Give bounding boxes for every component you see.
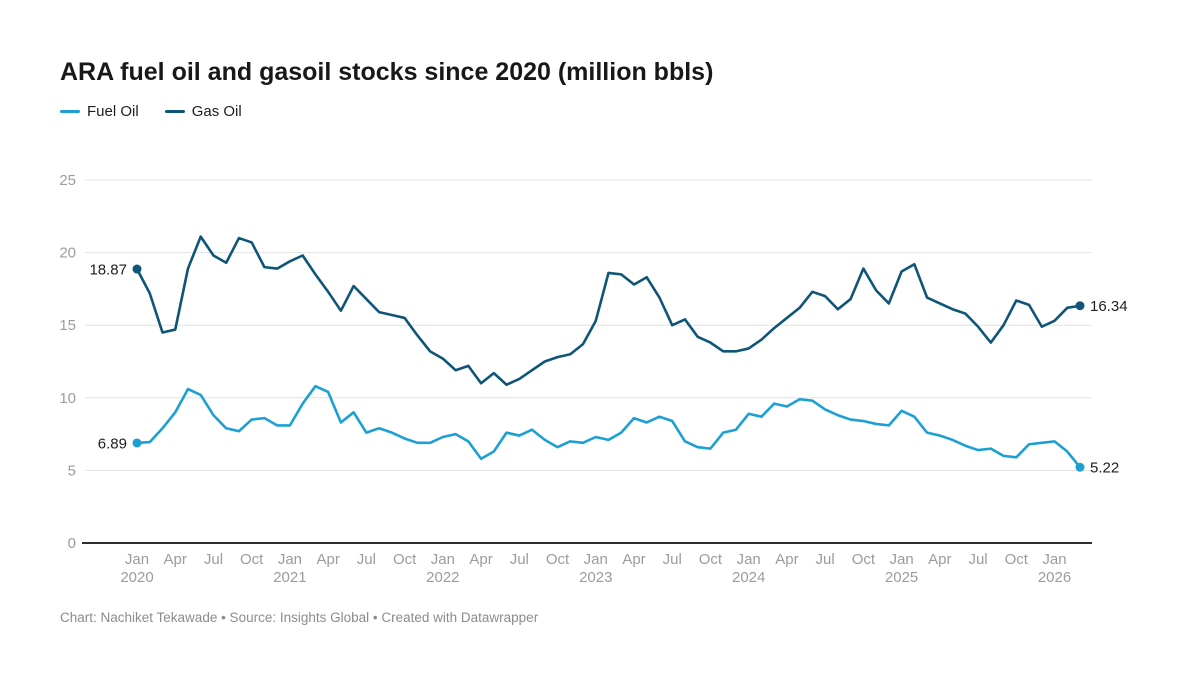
x-tick-month-label: Jul <box>663 551 682 568</box>
x-tick-month-label: Jan <box>1042 551 1066 568</box>
y-tick-label: 5 <box>68 462 76 479</box>
fuel-oil-start-value-label: 6.89 <box>98 435 127 452</box>
x-tick-month-label: Jul <box>204 551 223 568</box>
x-tick-month-label: Oct <box>393 551 417 568</box>
x-tick-month-label: Apr <box>928 551 951 568</box>
x-tick-month-label: Apr <box>622 551 645 568</box>
y-tick-label: 0 <box>68 535 76 552</box>
fuel-oil-swatch-icon <box>60 110 80 113</box>
x-tick-month-label: Jan <box>889 551 913 568</box>
x-tick-month-label: Apr <box>316 551 339 568</box>
x-tick-year-label: 2025 <box>885 569 918 586</box>
x-tick-year-label: 2024 <box>732 569 765 586</box>
gas-oil-end-value-label: 16.34 <box>1090 298 1128 315</box>
x-tick-month-label: Jul <box>968 551 987 568</box>
x-tick-month-label: Oct <box>240 551 264 568</box>
x-tick-year-label: 2021 <box>273 569 306 586</box>
y-tick-label: 25 <box>59 172 76 189</box>
legend-item-gas-oil: Gas Oil <box>164 103 242 120</box>
legend-label-fuel-oil: Fuel Oil <box>87 103 139 120</box>
y-tick-label: 20 <box>59 245 76 262</box>
gas-oil-line <box>135 235 1082 387</box>
x-tick-year-label: 2022 <box>426 569 459 586</box>
x-tick-month-label: Jul <box>816 551 835 568</box>
y-tick-label: 15 <box>59 317 76 334</box>
x-tick-month-label: Apr <box>775 551 798 568</box>
fuel-oil-end-dot <box>1075 462 1085 472</box>
x-tick-year-label: 2020 <box>120 569 153 586</box>
x-tick-year-label: 2026 <box>1038 569 1071 586</box>
x-tick-month-label: Jan <box>584 551 608 568</box>
fuel-oil-line <box>135 384 1082 469</box>
gas-oil-start-value-label: 18.87 <box>89 262 127 279</box>
legend-item-fuel-oil: Fuel Oil <box>60 103 139 120</box>
chart-title: ARA fuel oil and gasoil stocks since 202… <box>60 58 714 86</box>
x-tick-month-label: Oct <box>852 551 876 568</box>
attribution-footer: Chart: Nachiket Tekawade • Source: Insig… <box>60 610 539 625</box>
x-tick-month-label: Jan <box>278 551 302 568</box>
x-tick-month-label: Oct <box>699 551 723 568</box>
x-tick-month-label: Jul <box>357 551 376 568</box>
fuel-oil-end-value-label: 5.22 <box>1090 460 1119 477</box>
x-tick-year-label: 2023 <box>579 569 612 586</box>
legend: Fuel Oil Gas Oil <box>60 103 242 120</box>
x-tick-month-label: Oct <box>1005 551 1029 568</box>
x-tick-month-label: Jan <box>125 551 149 568</box>
x-tick-month-label: Jul <box>510 551 529 568</box>
legend-label-gas-oil: Gas Oil <box>191 103 242 120</box>
gas-oil-start-dot <box>132 264 142 274</box>
x-tick-month-label: Apr <box>164 551 187 568</box>
gas-oil-swatch-icon <box>164 110 185 113</box>
y-tick-label: 10 <box>59 390 76 407</box>
x-tick-month-label: Jan <box>431 551 455 568</box>
x-tick-month-label: Jan <box>737 551 761 568</box>
x-tick-month-label: Apr <box>469 551 492 568</box>
x-tick-month-label: Oct <box>546 551 570 568</box>
fuel-oil-start-dot <box>132 438 142 448</box>
gas-oil-end-dot <box>1075 301 1085 311</box>
